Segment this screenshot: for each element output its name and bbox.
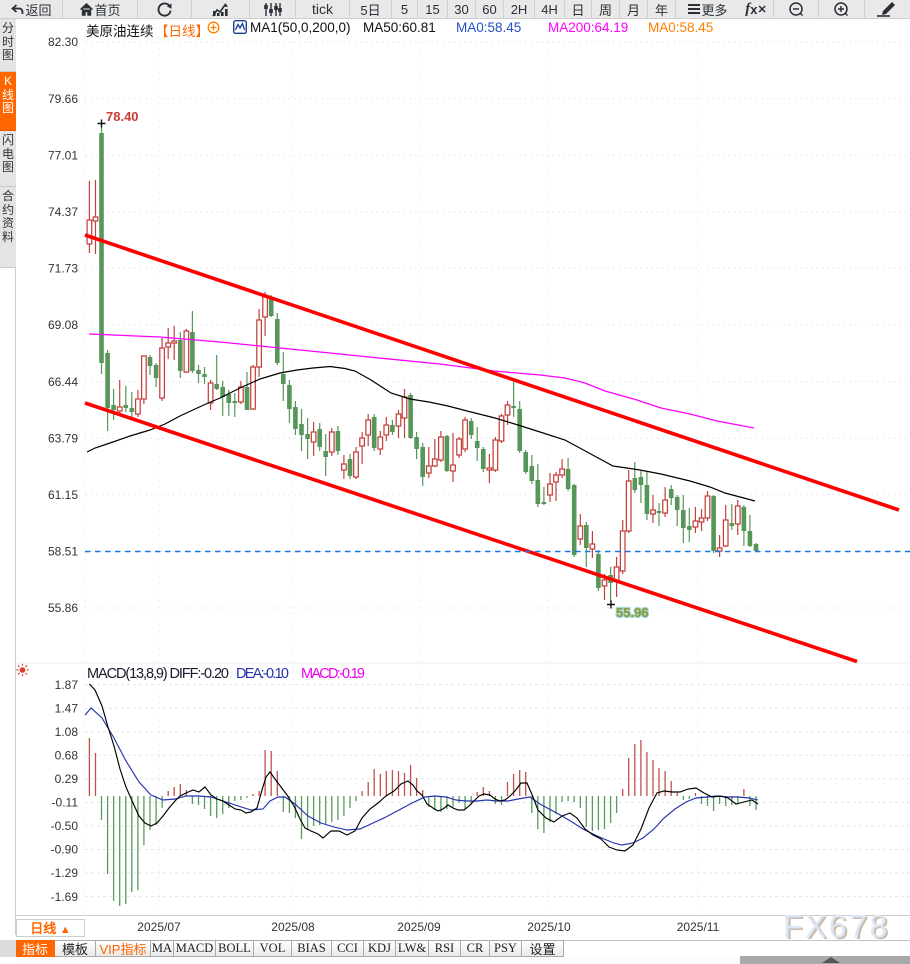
svg-text:-0.50: -0.50 bbox=[51, 819, 79, 833]
svg-text:2025/11: 2025/11 bbox=[677, 920, 720, 934]
svg-text:69.08: 69.08 bbox=[48, 318, 78, 332]
svg-text:2025/10: 2025/10 bbox=[527, 920, 571, 934]
svg-text:-0.90: -0.90 bbox=[51, 843, 79, 857]
svg-text:1.87: 1.87 bbox=[55, 678, 79, 692]
svg-text:-1.29: -1.29 bbox=[51, 866, 79, 880]
svg-text:2025/07: 2025/07 bbox=[137, 920, 181, 934]
svg-text:78.40: 78.40 bbox=[106, 109, 139, 124]
svg-text:82.30: 82.30 bbox=[48, 35, 78, 49]
svg-text:74.37: 74.37 bbox=[48, 205, 78, 219]
svg-text:55.96: 55.96 bbox=[616, 605, 649, 620]
svg-text:2025/09: 2025/09 bbox=[397, 920, 441, 934]
svg-text:58.51: 58.51 bbox=[48, 545, 78, 559]
svg-text:MACD(13,8,9) DIFF:-0.20: MACD(13,8,9) DIFF:-0.20 bbox=[87, 666, 229, 682]
svg-text:MACD:-0.19: MACD:-0.19 bbox=[301, 666, 365, 682]
svg-text:61.15: 61.15 bbox=[48, 488, 78, 502]
svg-text:FX678: FX678 bbox=[783, 909, 890, 945]
svg-text:1.47: 1.47 bbox=[55, 701, 79, 715]
svg-text:79.66: 79.66 bbox=[48, 92, 78, 106]
svg-text:66.44: 66.44 bbox=[48, 375, 78, 389]
svg-text:55.86: 55.86 bbox=[48, 601, 78, 615]
svg-text:77.01: 77.01 bbox=[48, 148, 78, 162]
svg-text:-0.11: -0.11 bbox=[52, 796, 79, 810]
svg-text:2025/08: 2025/08 bbox=[271, 920, 315, 934]
svg-text:0.68: 0.68 bbox=[55, 749, 79, 763]
svg-text:71.73: 71.73 bbox=[48, 262, 78, 276]
svg-text:55.96: 55.96 bbox=[616, 605, 649, 620]
svg-text:DEA:-0.10: DEA:-0.10 bbox=[236, 666, 289, 682]
svg-text:FX678: FX678 bbox=[785, 910, 892, 946]
svg-text:63.79: 63.79 bbox=[48, 431, 78, 445]
svg-text:1.08: 1.08 bbox=[55, 725, 79, 739]
svg-text:0.29: 0.29 bbox=[55, 772, 79, 786]
svg-text:-1.69: -1.69 bbox=[51, 890, 79, 904]
